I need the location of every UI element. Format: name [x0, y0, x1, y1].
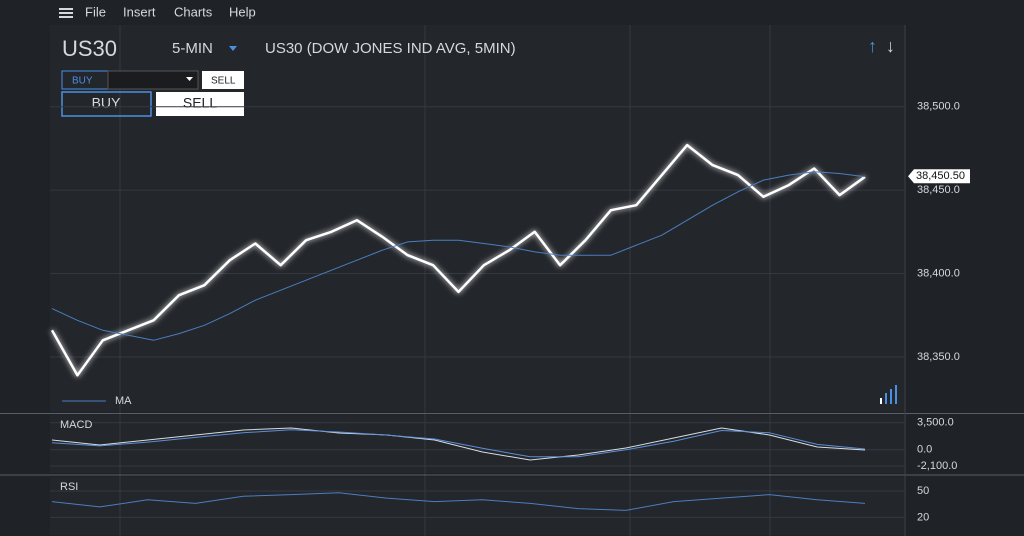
description: US30 (DOW JONES IND AVG, 5MIN) — [265, 40, 516, 57]
buy-small[interactable]: BUY — [72, 76, 93, 87]
sell-small-box[interactable] — [202, 71, 244, 89]
menu-item[interactable]: Charts — [174, 4, 213, 19]
buy-button[interactable] — [61, 91, 152, 117]
buy-label[interactable]: BUY — [92, 95, 121, 111]
series-line — [51, 429, 866, 458]
y-tick-label: 38,500.0 — [917, 101, 960, 113]
panel-title: MACD — [60, 419, 92, 431]
menu-item[interactable]: File — [85, 4, 106, 19]
select-arrow — [186, 77, 193, 81]
sell-button[interactable] — [156, 92, 244, 116]
y-tick-label: -2,100.0 — [917, 460, 957, 472]
interval[interactable]: 5-MIN — [172, 40, 213, 57]
macd-panel — [50, 415, 905, 473]
series-line — [51, 492, 866, 511]
sort-down[interactable]: ↓ — [886, 36, 895, 56]
menu-item[interactable]: Help — [229, 4, 256, 19]
menu-icon[interactable] — [59, 8, 73, 18]
rsi-panel — [50, 477, 905, 535]
price-tag — [908, 169, 970, 184]
y-tick-label: 38,400.0 — [917, 267, 960, 279]
series-line — [50, 143, 866, 377]
series-line — [51, 171, 866, 341]
sell-small[interactable]: SELL — [211, 76, 236, 87]
price-tag-label: 38,450.50 — [916, 170, 965, 182]
dropdown-arrow[interactable] — [229, 46, 237, 51]
sort-up[interactable]: ↑ — [868, 36, 877, 56]
vertical-grid — [119, 25, 771, 536]
menu-item[interactable]: Insert — [123, 4, 156, 19]
y-tick-label: 38,450.0 — [917, 184, 960, 196]
y-tick-label: 50 — [917, 485, 929, 497]
y-tick-label: 0.0 — [917, 444, 932, 456]
legend-label: MA — [115, 395, 132, 407]
panel-title: RSI — [60, 481, 78, 493]
y-tick-label: 3,500.0 — [917, 417, 954, 429]
series-line — [51, 427, 866, 461]
sell-label[interactable]: SELL — [183, 95, 217, 111]
symbol: US30 — [62, 36, 117, 61]
quantity-select[interactable] — [107, 70, 199, 90]
volume-icon[interactable] — [880, 385, 897, 404]
y-tick-label: 20 — [917, 511, 929, 523]
y-tick-label: 38,350.0 — [917, 351, 960, 363]
